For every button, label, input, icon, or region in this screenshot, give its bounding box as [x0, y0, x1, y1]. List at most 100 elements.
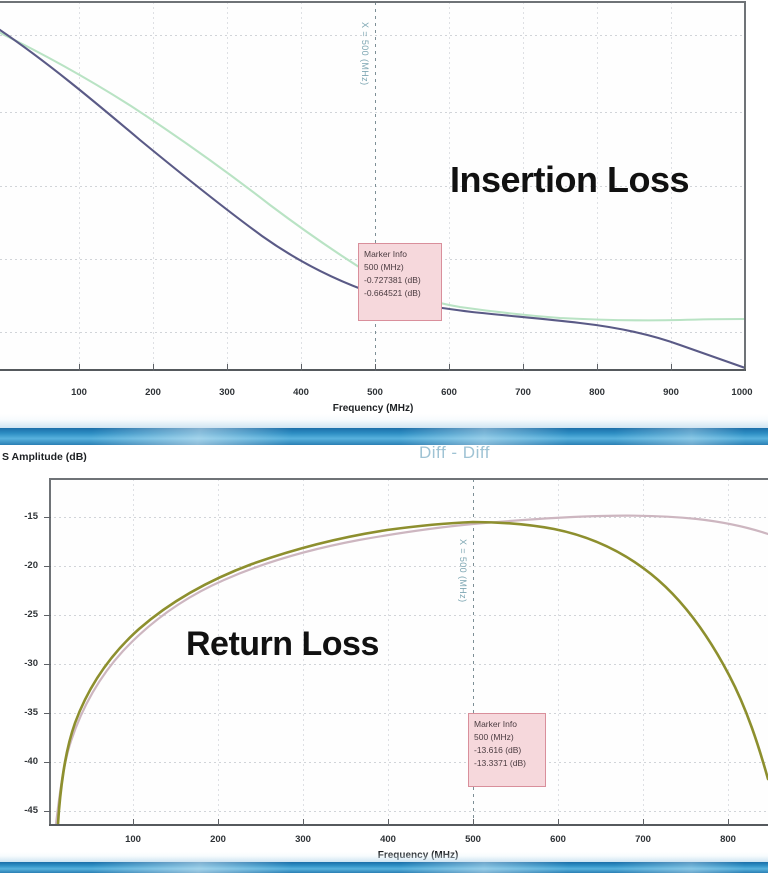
x-tick-mark: [303, 819, 304, 826]
x-tick-mark: [79, 364, 80, 371]
x-axis-line: [0, 369, 746, 371]
marker-vertical-label: X = 500 (MHz): [360, 22, 370, 86]
y-tick-label: -40: [24, 756, 38, 767]
x-tick-label: 900: [663, 387, 679, 398]
gridline-horizontal: [49, 517, 768, 518]
x-tick-mark: [227, 364, 228, 371]
marker-info-value-1: -13.616 (dB): [474, 745, 522, 755]
gridline-vertical: [558, 479, 559, 825]
marker-info-frequency: 500 (MHz): [364, 262, 404, 272]
y-tick-label: -15: [24, 511, 38, 522]
return-loss-annotation: Return Loss: [186, 625, 379, 663]
gridline-vertical: [449, 2, 450, 370]
x-tick-mark: [473, 819, 474, 826]
y-tick-mark: [44, 713, 51, 714]
x-tick-label: 200: [145, 387, 161, 398]
gridline-horizontal: [0, 112, 746, 113]
insertion-loss-chart-panel: X = 500 (MHz) Marker Info 500 (MHz) -0.7…: [0, 0, 768, 428]
x-axis-title: Frequency (MHz): [332, 403, 414, 414]
gridline-vertical: [671, 2, 672, 370]
x-tick-label: 600: [441, 387, 457, 398]
marker-info-box[interactable]: Marker Info 500 (MHz) -0.727381 (dB) -0.…: [358, 243, 442, 321]
x-tick-label: 200: [210, 834, 226, 845]
chart-title: Diff - Diff: [419, 445, 490, 462]
x-tick-mark: [133, 819, 134, 826]
return-loss-traces: [54, 514, 768, 825]
x-tick-label: 500: [367, 387, 383, 398]
marker-line-500mhz[interactable]: [375, 2, 376, 370]
x-tick-mark: [523, 364, 524, 371]
insertion-loss-annotation: Insertion Loss: [450, 159, 690, 200]
x-tick-label: 1000: [731, 387, 753, 398]
gridline-horizontal: [49, 811, 768, 812]
gridline-vertical: [728, 479, 729, 825]
gridline-vertical: [301, 2, 302, 370]
y-tick-label: -25: [24, 609, 38, 620]
y-tick-mark: [44, 615, 51, 616]
insertion-loss-plot-area: X = 500 (MHz) Marker Info 500 (MHz) -0.7…: [0, 2, 746, 370]
y-tick-mark: [44, 517, 51, 518]
y-tick-mark: [44, 762, 51, 763]
return-loss-plot-area: X = 500 (MHz) Marker Info 500 (MHz) -13.…: [49, 479, 768, 825]
x-tick-label: 700: [635, 834, 651, 845]
blue-bottom-band: [0, 862, 768, 873]
gridline-vertical: [218, 479, 219, 825]
return-loss-chart-panel: S Amplitude (dB) Diff - Diff: [0, 445, 768, 862]
gridline-vertical: [227, 2, 228, 370]
gridline-vertical: [133, 479, 134, 825]
x-tick-label: 300: [219, 387, 235, 398]
marker-info-value-2: -13.3371 (dB): [474, 758, 526, 768]
y-tick-label: -45: [24, 805, 38, 816]
bottom-band-haze: [0, 852, 768, 862]
plot-border-top: [49, 478, 768, 480]
x-tick-mark: [449, 364, 450, 371]
trace-olive-line: [56, 520, 768, 825]
gridline-vertical: [643, 479, 644, 825]
x-tick-label: 600: [550, 834, 566, 845]
marker-line-500mhz[interactable]: [473, 479, 474, 825]
x-tick-label: 700: [515, 387, 531, 398]
x-tick-mark: [597, 364, 598, 371]
blue-separator-band: [0, 428, 768, 445]
plot-border-right: [744, 1, 746, 371]
x-tick-mark: [643, 819, 644, 826]
x-tick-label: 400: [293, 387, 309, 398]
y-tick-label: -35: [24, 707, 38, 718]
x-tick-label: 300: [295, 834, 311, 845]
gridline-vertical: [388, 479, 389, 825]
gridline-horizontal: [0, 332, 746, 333]
band-haze-upper: [0, 414, 768, 428]
gridline-horizontal: [0, 186, 746, 187]
gridline-vertical: [153, 2, 154, 370]
gridline-horizontal: [49, 664, 768, 665]
x-tick-mark: [558, 819, 559, 826]
marker-info-title: Marker Info: [364, 249, 407, 259]
gridline-vertical: [523, 2, 524, 370]
x-tick-label: 800: [589, 387, 605, 398]
x-tick-mark: [218, 819, 219, 826]
marker-vertical-label: X = 500 (MHz): [458, 539, 468, 603]
y-tick-label: -20: [24, 560, 38, 571]
gridline-vertical: [303, 479, 304, 825]
x-tick-mark: [388, 819, 389, 826]
trace-pink-line: [54, 514, 768, 825]
gridline-horizontal: [0, 35, 746, 36]
x-tick-mark: [153, 364, 154, 371]
x-tick-label: 100: [71, 387, 87, 398]
y-tick-mark: [44, 664, 51, 665]
gridline-horizontal: [49, 566, 768, 567]
x-tick-mark: [375, 364, 376, 371]
x-tick-mark: [301, 364, 302, 371]
x-tick-label: 800: [720, 834, 736, 845]
marker-info-box[interactable]: Marker Info 500 (MHz) -13.616 (dB) -13.3…: [468, 713, 546, 787]
y-axis-title: S Amplitude (dB): [2, 451, 87, 463]
marker-info-frequency: 500 (MHz): [474, 732, 514, 742]
marker-info-title: Marker Info: [474, 719, 517, 729]
y-axis-line: [49, 478, 51, 826]
x-axis-line: [49, 824, 768, 826]
y-tick-mark: [44, 811, 51, 812]
marker-info-value-1: -0.727381 (dB): [364, 275, 421, 285]
x-tick-label: 500: [465, 834, 481, 845]
x-tick-label: 100: [125, 834, 141, 845]
